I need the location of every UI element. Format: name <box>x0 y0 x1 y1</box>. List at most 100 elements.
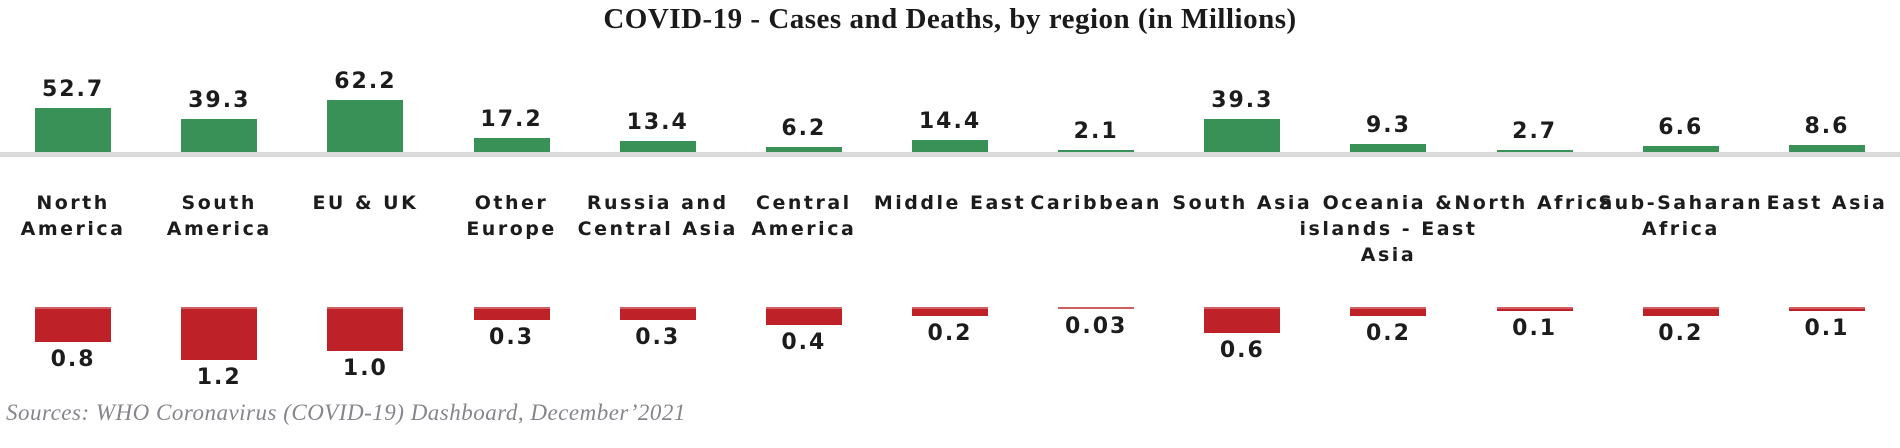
deaths-bar <box>912 307 989 316</box>
deaths-area: 0.2 <box>1350 307 1427 346</box>
cases-bar <box>473 138 550 152</box>
deaths-area: 0.8 <box>35 307 112 372</box>
deaths-area: 0.2 <box>1642 307 1719 346</box>
region-label-area: Russia and Central Asia <box>578 157 738 307</box>
deaths-area: 0.6 <box>1204 307 1281 363</box>
region-label: Central America <box>751 192 857 240</box>
deaths-bar <box>619 307 696 320</box>
cases-area: 9.3 <box>1350 0 1427 152</box>
region-label: Caribbean <box>1030 192 1162 214</box>
cases-value-label: 2.1 <box>1073 119 1119 144</box>
cases-value-label: 17.2 <box>480 107 543 132</box>
deaths-area: 0.1 <box>1496 307 1573 341</box>
cases-bar <box>619 141 696 152</box>
source-note: Sources: WHO Coronavirus (COVID-19) Dash… <box>6 400 686 425</box>
cases-value-label: 39.3 <box>188 88 251 113</box>
region-label-area: Sub-Saharan Africa <box>1598 157 1763 307</box>
region-column: 62.2 EU & UK 1.0 <box>292 0 438 390</box>
cases-area: 62.2 <box>327 0 404 152</box>
region-column: 39.3 South America 1.2 <box>146 0 292 390</box>
region-label: Russia and Central Asia <box>577 192 738 240</box>
region-label-area: Other Europe <box>466 157 556 307</box>
cases-area: 17.2 <box>473 0 550 152</box>
deaths-value-label: 0.1 <box>1512 316 1558 341</box>
chart-title: COVID-19 - Cases and Deaths, by region (… <box>603 3 1297 35</box>
region-column: 9.3 Oceania & islands - East Asia 0.2 <box>1300 0 1475 390</box>
deaths-area: 0.2 <box>912 307 989 346</box>
region-label: Middle East <box>873 192 1027 214</box>
cases-bar <box>327 100 404 152</box>
deaths-bar <box>1496 307 1573 311</box>
region-label-area: Caribbean <box>1030 157 1162 307</box>
cases-area: 39.3 <box>181 0 258 152</box>
region-column: 52.7 North America 0.8 <box>0 0 146 390</box>
region-label-area: East Asia <box>1767 157 1888 307</box>
cases-area: 8.6 <box>1788 0 1865 152</box>
region-column: 17.2 Other Europe 0.3 <box>438 0 584 390</box>
region-label: North America <box>20 192 126 240</box>
deaths-value-label: 0.3 <box>489 325 535 350</box>
cases-area: 2.7 <box>1496 0 1573 152</box>
cases-area: 6.6 <box>1642 0 1719 152</box>
cases-value-label: 9.3 <box>1365 113 1411 138</box>
deaths-value-label: 1.2 <box>196 365 242 390</box>
deaths-bar <box>181 307 258 360</box>
cases-value-label: 8.6 <box>1804 114 1850 139</box>
deaths-bar <box>765 307 842 325</box>
deaths-area: 1.0 <box>327 307 404 381</box>
region-label: Oceania & islands - East Asia <box>1299 192 1478 266</box>
cases-area: 14.4 <box>912 0 989 152</box>
deaths-value-label: 0.8 <box>50 347 96 372</box>
deaths-area: 0.1 <box>1788 307 1865 341</box>
deaths-area: 0.3 <box>619 307 696 350</box>
deaths-value-label: 0.2 <box>927 321 973 346</box>
region-label: South Asia <box>1172 192 1313 214</box>
region-column: 39.3 South Asia 0.6 <box>1169 0 1315 390</box>
deaths-bar <box>1058 307 1135 309</box>
deaths-bar <box>1642 307 1719 316</box>
chart-columns: 52.7 North America 0.8 39.3 South America 1.2… <box>0 0 1888 390</box>
axis-baseline <box>0 152 1900 157</box>
cases-value-label: 52.7 <box>41 77 105 102</box>
cases-bar <box>181 119 258 152</box>
cases-value-label: 39.3 <box>1211 88 1274 113</box>
deaths-value-label: 0.2 <box>1365 321 1411 346</box>
cases-value-label: 6.6 <box>1658 115 1704 140</box>
deaths-value-label: 0.4 <box>781 330 827 355</box>
cases-value-label: 13.4 <box>626 110 689 135</box>
deaths-bar <box>35 307 112 342</box>
deaths-area: 0.4 <box>765 307 842 355</box>
cases-bar <box>1642 146 1719 152</box>
region-column: 2.1 Caribbean 0.03 <box>1023 0 1169 390</box>
region-column: 6.6 Sub-Saharan Africa 0.2 <box>1598 0 1760 390</box>
deaths-value-label: 0.6 <box>1219 338 1265 363</box>
region-label: North Africa <box>1454 192 1615 214</box>
deaths-value-label: 0.2 <box>1658 321 1704 346</box>
deaths-value-label: 0.1 <box>1804 316 1850 341</box>
cases-bar <box>765 147 842 152</box>
region-column: 13.4 Russia and Central Asia 0.3 <box>578 0 736 390</box>
region-label-area: North America <box>21 157 126 307</box>
deaths-area: 1.2 <box>181 307 258 390</box>
region-label-area: South Asia <box>1172 157 1312 307</box>
cases-bar <box>1788 145 1865 152</box>
region-label-area: Middle East <box>874 157 1026 307</box>
deaths-area: 0.3 <box>473 307 550 350</box>
region-label: South America <box>166 192 272 240</box>
region-column: 14.4 Middle East 0.2 <box>874 0 1026 390</box>
deaths-bar <box>327 307 404 351</box>
region-label: EU & UK <box>312 192 419 214</box>
cases-area: 6.2 <box>765 0 842 152</box>
cases-bar <box>1496 150 1573 152</box>
region-label-area: South America <box>167 157 272 307</box>
region-label: Sub-Saharan Africa <box>1598 192 1764 240</box>
region-column: 2.7 North Africa 0.1 <box>1454 0 1612 390</box>
cases-bar <box>912 140 989 152</box>
deaths-bar <box>1788 307 1865 311</box>
region-label-area: EU & UK <box>312 157 418 307</box>
deaths-value-label: 0.3 <box>635 325 681 350</box>
region-label: Other Europe <box>466 192 557 240</box>
region-label-area: Central America <box>751 157 856 307</box>
cases-value-label: 62.2 <box>334 69 397 94</box>
